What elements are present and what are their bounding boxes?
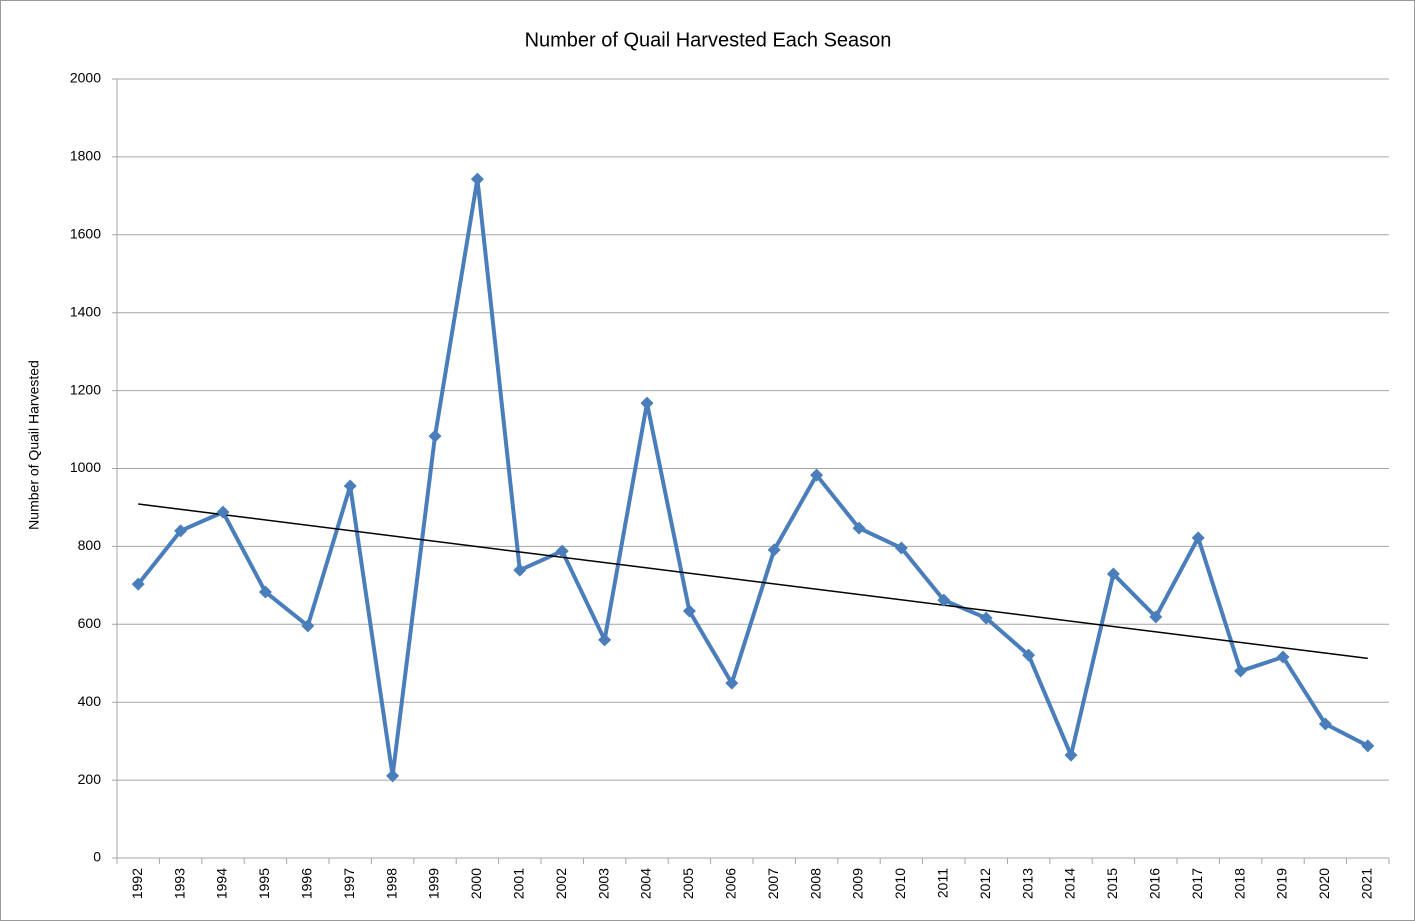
x-tick-label: 1995: [256, 868, 272, 899]
marker: [1064, 748, 1078, 762]
y-tick-label: 1800: [70, 148, 101, 164]
marker: [810, 468, 824, 482]
x-tick-label: 2008: [807, 868, 823, 899]
marker: [470, 172, 484, 186]
y-tick-label: 1600: [70, 226, 101, 242]
marker: [725, 676, 739, 690]
x-tick-label: 2013: [1019, 868, 1035, 899]
marker: [258, 585, 272, 599]
y-tick-label: 2000: [70, 70, 101, 86]
x-tick-label: 2015: [1104, 868, 1120, 899]
marker: [1149, 610, 1163, 624]
marker: [1022, 648, 1036, 662]
x-tick-label: 2001: [511, 868, 527, 899]
marker: [1318, 717, 1332, 731]
marker: [1191, 531, 1205, 545]
x-tick-label: 2012: [977, 868, 993, 899]
y-axis-label: Number of Quail Harvested: [26, 360, 42, 530]
marker: [513, 563, 527, 577]
x-tick-label: 1993: [171, 868, 187, 899]
chart-title: Number of Quail Harvested Each Season: [525, 29, 892, 51]
x-tick-label: 1994: [214, 868, 230, 899]
x-tick-label: 2004: [638, 868, 654, 899]
x-tick-label: 1996: [299, 868, 315, 899]
x-tick-label: 1997: [341, 868, 357, 899]
x-tick-label: 2005: [680, 868, 696, 899]
x-tick-label: 2020: [1316, 868, 1332, 899]
marker: [343, 479, 357, 493]
marker: [894, 541, 908, 555]
x-tick-label: 2014: [1062, 868, 1078, 899]
y-tick-label: 600: [78, 615, 102, 631]
marker: [1234, 664, 1248, 678]
marker: [682, 604, 696, 618]
x-tick-label: 2007: [765, 868, 781, 899]
marker: [979, 611, 993, 625]
x-tick-label: 2003: [595, 868, 611, 899]
marker: [640, 396, 654, 410]
marker: [386, 769, 400, 783]
x-tick-label: 2017: [1189, 868, 1205, 899]
marker: [428, 429, 442, 443]
marker: [767, 543, 781, 557]
x-tick-label: 2000: [468, 868, 484, 899]
x-tick-label: 2019: [1274, 868, 1290, 899]
y-tick-label: 800: [78, 537, 102, 553]
marker: [301, 619, 315, 633]
marker: [216, 505, 230, 519]
x-tick-label: 2006: [723, 868, 739, 899]
y-tick-label: 1400: [70, 303, 101, 319]
y-tick-label: 0: [93, 849, 101, 865]
marker: [555, 544, 569, 558]
y-tick-label: 200: [78, 771, 102, 787]
y-tick-label: 1000: [70, 459, 101, 475]
marker: [852, 521, 866, 535]
x-tick-label: 1992: [129, 868, 145, 899]
x-tick-label: 2002: [553, 868, 569, 899]
x-tick-label: 2009: [850, 868, 866, 899]
marker: [1276, 650, 1290, 664]
trend-line: [138, 503, 1368, 660]
y-tick-label: 1200: [70, 381, 101, 397]
marker: [131, 577, 145, 591]
marker: [174, 524, 188, 538]
marker: [1106, 567, 1120, 581]
marker: [937, 593, 951, 607]
marker: [598, 633, 612, 647]
x-tick-label: 2011: [935, 868, 951, 898]
x-tick-label: 2018: [1231, 868, 1247, 899]
x-tick-label: 2010: [892, 868, 908, 899]
data-line: [136, 177, 1369, 778]
x-tick-label: 2021: [1359, 868, 1375, 899]
x-tick-label: 1998: [383, 868, 399, 899]
marker: [1361, 739, 1375, 753]
x-tick-label: 2016: [1147, 868, 1163, 899]
x-tick-label: 1999: [426, 868, 442, 899]
y-tick-label: 400: [78, 693, 102, 709]
